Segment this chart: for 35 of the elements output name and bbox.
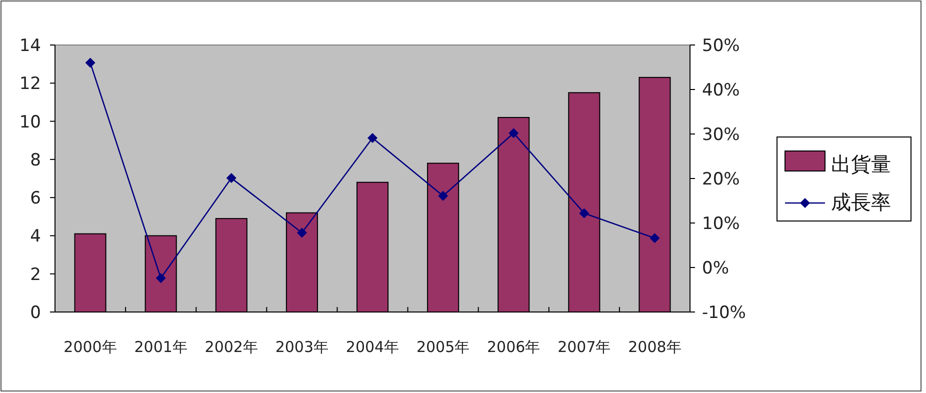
y2-tick-label: 40%	[702, 80, 740, 100]
y2-tick-label: -10%	[702, 303, 746, 323]
point	[650, 233, 660, 244]
x-tick-label: 2001年	[134, 338, 188, 356]
y2-tick-label: 30%	[702, 125, 740, 145]
legend-label: 出貨量	[831, 152, 891, 176]
point	[508, 128, 519, 138]
point	[579, 208, 590, 218]
x-tick-label: 2004年	[346, 338, 400, 356]
point	[368, 133, 378, 144]
x-tick-label: 2000年	[64, 338, 117, 356]
y-tick-label: 10	[19, 112, 41, 132]
y2-tick-label: 20%	[702, 170, 740, 190]
y-tick-label: 6	[30, 188, 41, 209]
legend-label: 成長率	[831, 190, 891, 214]
y-tick-label: 2	[30, 264, 41, 285]
y2-tick-label: 50%	[702, 36, 740, 56]
point	[226, 173, 236, 184]
point	[85, 58, 96, 68]
y-tick-label: 4	[30, 226, 41, 247]
x-tick-label: 2002年	[204, 338, 258, 356]
x-tick-label: 2008年	[628, 338, 682, 356]
point	[438, 190, 448, 201]
y-tick-label: 12	[19, 74, 41, 94]
x-tick-label: 2007年	[558, 338, 611, 356]
x-tick-label: 2003年	[275, 338, 329, 356]
x-tick-label: 2006年	[487, 338, 540, 356]
x-tick-label: 2005年	[416, 338, 470, 356]
y-tick-label: 8	[30, 150, 41, 170]
y-tick-label: 14	[19, 36, 41, 56]
point	[156, 273, 166, 284]
y2-tick-label: 0%	[702, 258, 729, 278]
point	[296, 228, 307, 238]
y-tick-label: 0	[30, 303, 41, 323]
y2-tick-label: 10%	[702, 214, 740, 234]
